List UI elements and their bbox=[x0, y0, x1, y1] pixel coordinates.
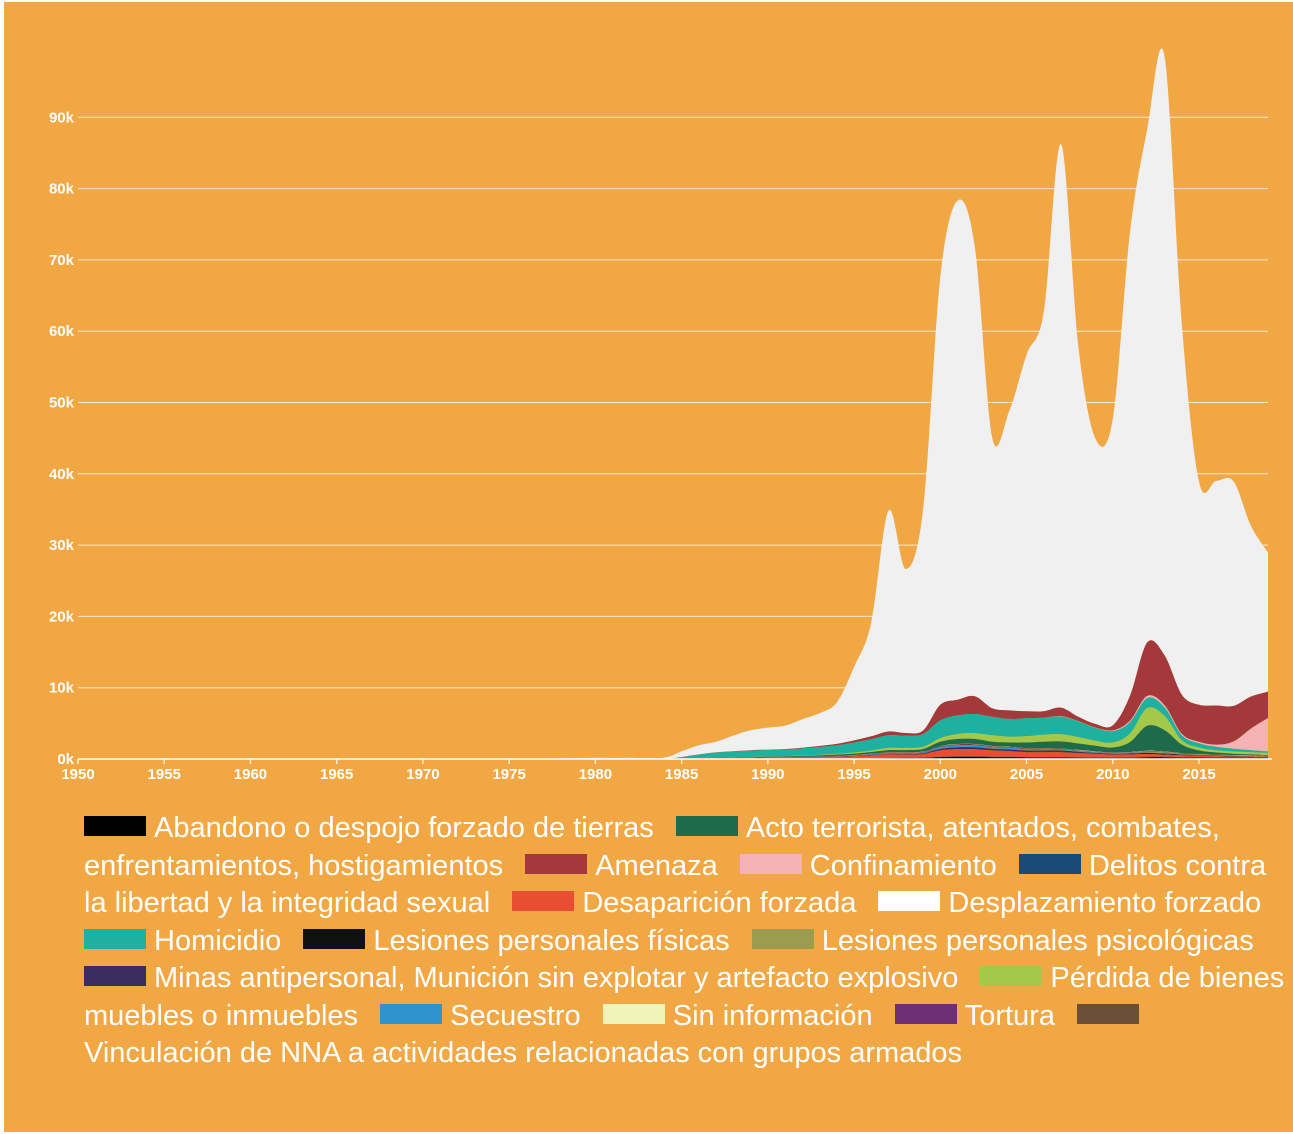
pale-yellow-swatch bbox=[602, 1003, 665, 1024]
x-tick-label: 1965 bbox=[320, 766, 353, 783]
legend-item: Pérdida de bienes muebles o inmuebles bbox=[84, 962, 1284, 1032]
x-tick-label: 2005 bbox=[1010, 766, 1043, 783]
dark-green-swatch bbox=[675, 816, 738, 836]
legend-item: Delitos contra la libertad y la integrid… bbox=[84, 850, 1266, 920]
area-desaparicion-forzada bbox=[78, 749, 1268, 760]
legend-item: Desplazamiento forzado bbox=[878, 887, 1275, 919]
area-acto-terrorista-atentados-combates-enfre bbox=[78, 725, 1268, 760]
purple-swatch bbox=[894, 1003, 957, 1024]
y-tick-label: 90k bbox=[49, 109, 75, 126]
legend-label: Homicidio bbox=[154, 924, 282, 957]
legend-item: Secuestro bbox=[380, 1000, 595, 1032]
x-tick-label: 1960 bbox=[234, 766, 267, 783]
legend-label: Desplazamiento forzado bbox=[948, 887, 1262, 919]
legend-label: Delitos contra la libertad y la integrid… bbox=[84, 849, 1267, 920]
area-desplazamiento-forzado bbox=[78, 48, 1268, 760]
orange-red-swatch bbox=[512, 891, 575, 911]
legend: Abandono o despojo forzado de tierras Ac… bbox=[84, 810, 1289, 1073]
y-tick-label: 40k bbox=[49, 466, 75, 483]
teal-swatch bbox=[84, 928, 146, 949]
navy-swatch bbox=[1018, 853, 1081, 874]
legend-label: Abandono o despojo forzado de tierras bbox=[154, 812, 654, 844]
y-tick-label: 70k bbox=[49, 252, 75, 269]
legend-label: Vinculación de NNA a actividades relacio… bbox=[84, 1037, 963, 1069]
legend-item: Desaparición forzada bbox=[512, 887, 870, 919]
legend-label: Sin información bbox=[672, 999, 873, 1032]
x-tick-label: 1995 bbox=[837, 766, 870, 783]
legend-label: Secuestro bbox=[450, 999, 581, 1032]
x-tick-label: 1980 bbox=[579, 766, 612, 783]
y-tick-label: 0k bbox=[57, 751, 74, 768]
legend-item: Confinamiento bbox=[739, 849, 1011, 882]
x-tick-label: 1975 bbox=[492, 766, 525, 783]
legend-label: Lesiones personales psicológicas bbox=[821, 924, 1254, 957]
black-swatch bbox=[84, 816, 146, 836]
legend-label: Confinamiento bbox=[809, 849, 997, 882]
x-tick-label: 1950 bbox=[61, 766, 94, 783]
legend-item: Homicidio bbox=[84, 925, 295, 957]
x-tick-label: 2010 bbox=[1096, 766, 1129, 783]
area-homicidio bbox=[78, 697, 1268, 760]
legend-item: Lesiones personales psicológicas bbox=[751, 924, 1268, 957]
brown-swatch bbox=[1077, 1003, 1140, 1024]
y-tick-label: 30k bbox=[49, 537, 75, 554]
pink-swatch bbox=[739, 853, 802, 874]
legend-item: Amenaza bbox=[525, 850, 732, 882]
legend-item: Acto terrorista, atentados, combates, en… bbox=[84, 812, 1220, 882]
legend-item: Lesiones personales físicas bbox=[303, 925, 743, 957]
x-tick-label: 1970 bbox=[406, 766, 439, 783]
axes: 0k 10k 20k 30k 40k 50k 60k 70k 80k 90k 1950 1955 196… bbox=[49, 109, 1272, 783]
olive-swatch bbox=[751, 928, 814, 949]
dark-purple-swatch bbox=[84, 966, 146, 986]
x-tick-label: 1990 bbox=[751, 766, 784, 783]
x-tick-label: 1955 bbox=[148, 766, 181, 783]
legend-item: Tortura bbox=[894, 999, 1069, 1032]
gridlines bbox=[78, 116, 1268, 689]
x-tick-label: 2000 bbox=[924, 766, 957, 783]
area-amenaza bbox=[78, 640, 1268, 760]
y-tick-label: 10k bbox=[49, 680, 75, 697]
white-swatch bbox=[878, 891, 941, 911]
area-perdida-de-bienes-muebles-o-inmuebles bbox=[78, 707, 1268, 760]
y-tick-label: 20k bbox=[49, 608, 75, 625]
y-tick-label: 60k bbox=[49, 323, 75, 340]
x-tick-label: 1985 bbox=[665, 766, 698, 783]
legend-label: Pérdida de bienes muebles o inmuebles bbox=[84, 962, 1285, 1032]
chart-panel: 0k 10k 20k 30k 40k 50k 60k 70k 80k 90k 1950 1955 196… bbox=[4, 2, 1293, 1132]
x-tick-label: 2015 bbox=[1182, 766, 1215, 783]
stacked-area-chart: 0k 10k 20k 30k 40k 50k 60k 70k 80k 90k 1950 1955 196… bbox=[49, 48, 1272, 783]
dark-red-swatch bbox=[525, 853, 588, 874]
legend-item: Abandono o despojo forzado de tierras bbox=[84, 812, 668, 844]
area-series-group bbox=[78, 48, 1268, 760]
legend-label: Amenaza bbox=[595, 849, 718, 882]
black-swatch bbox=[303, 928, 366, 949]
legend-label: Minas antipersonal, Munición sin explota… bbox=[154, 962, 959, 994]
y-tick-label: 80k bbox=[49, 181, 75, 198]
legend-item: Sin información bbox=[602, 999, 887, 1032]
blue-swatch bbox=[380, 1003, 443, 1024]
legend-item: Vinculación de NNA a actividades relacio… bbox=[84, 1000, 1147, 1069]
legend-item: Minas antipersonal, Munición sin explota… bbox=[84, 962, 972, 994]
legend-label: Lesiones personales físicas bbox=[373, 924, 730, 957]
light-green-swatch bbox=[980, 966, 1043, 986]
y-tick-label: 50k bbox=[49, 395, 75, 412]
legend-label: Desaparición forzada bbox=[582, 887, 857, 919]
legend-label: Acto terrorista, atentados, combates, en… bbox=[84, 812, 1220, 882]
legend-label: Tortura bbox=[964, 999, 1055, 1032]
